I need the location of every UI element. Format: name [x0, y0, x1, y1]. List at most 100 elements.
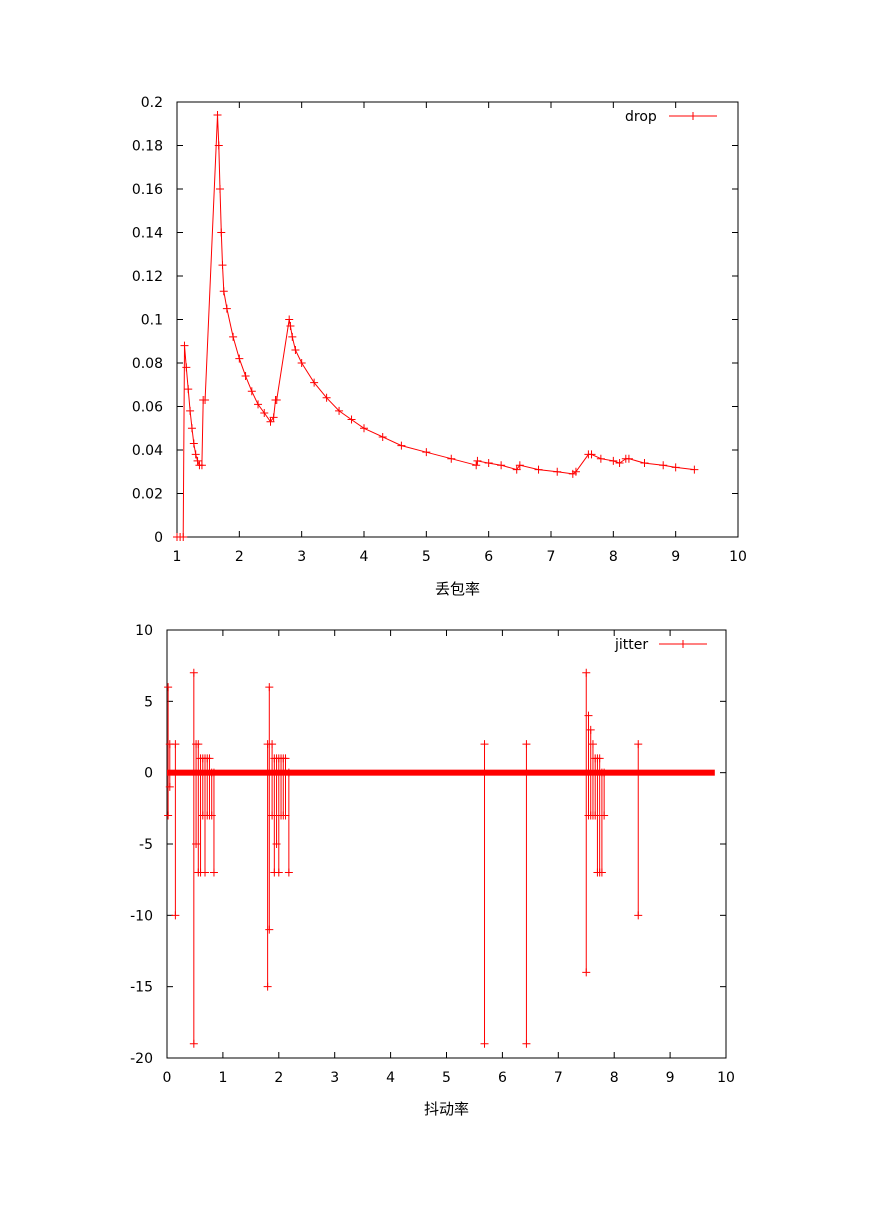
data-point — [186, 406, 195, 415]
data-point — [609, 456, 618, 465]
data-point — [266, 417, 275, 426]
x-tick-label: 0 — [163, 1070, 172, 1086]
data-point — [222, 304, 231, 313]
data-point-max — [634, 740, 643, 749]
series-jitter — [164, 668, 715, 1048]
data-point — [272, 395, 281, 404]
data-point — [187, 424, 196, 433]
legend: drop — [625, 109, 717, 125]
x-tick-label: 1 — [173, 549, 182, 565]
data-point-min — [522, 1039, 531, 1048]
data-point-min — [281, 811, 290, 820]
data-point — [193, 456, 202, 465]
data-point — [286, 322, 295, 331]
data-point — [553, 467, 562, 476]
x-tick-label: 6 — [498, 1070, 507, 1086]
jitter-baseline-band — [167, 769, 715, 776]
y-tick-label: -5 — [139, 837, 153, 853]
legend: jitter — [614, 637, 707, 653]
data-point — [690, 465, 699, 474]
x-tick-label: 3 — [330, 1070, 339, 1086]
legend-marker — [689, 112, 697, 120]
data-point-max — [281, 754, 290, 763]
data-point — [247, 387, 256, 396]
data-point-max — [586, 725, 595, 734]
data-point-max — [284, 768, 293, 777]
data-point-max — [584, 711, 593, 720]
x-tick-label: 10 — [729, 549, 747, 565]
data-point — [191, 450, 200, 459]
data-point-min — [192, 840, 201, 848]
x-tick-label: 2 — [274, 1070, 283, 1086]
x-tick-label: 8 — [610, 1070, 619, 1086]
data-point — [624, 454, 633, 463]
x-tick-label: 6 — [484, 549, 493, 565]
data-point — [216, 185, 225, 193]
series-line — [177, 115, 695, 538]
legend-marker — [679, 640, 687, 648]
data-point — [201, 395, 210, 404]
y-tick-label: 0.12 — [132, 269, 163, 285]
data-point — [335, 406, 344, 415]
data-point — [534, 465, 543, 474]
y-tick-label: 0.1 — [141, 313, 163, 329]
x-tick-label: 5 — [442, 1070, 451, 1086]
data-point — [322, 393, 331, 402]
y-tick-label: 0.08 — [132, 356, 163, 372]
data-point — [473, 456, 482, 465]
data-point — [189, 439, 198, 448]
chart-1: 0 0.02 0.04 0.06 0.08 0.1 0.12 0.14 0.16 0.18 0.2 1… — [132, 95, 747, 598]
data-point — [184, 385, 193, 394]
x-axis-label: 抖动率 — [424, 1100, 469, 1118]
plot-frame — [166, 629, 727, 1059]
data-point-min — [591, 811, 600, 820]
data-point — [291, 345, 300, 354]
data-point-max — [171, 740, 180, 749]
data-point — [288, 332, 297, 341]
data-point-min — [164, 811, 173, 820]
x-tick-label: 9 — [671, 549, 680, 565]
data-point — [347, 415, 356, 424]
data-point — [182, 363, 191, 372]
x-tick-label: 4 — [360, 549, 369, 565]
y-tick-label: -20 — [130, 1051, 153, 1067]
data-point-max — [189, 668, 198, 677]
data-point — [260, 409, 269, 418]
data-point-min — [263, 982, 272, 991]
legend-label: jitter — [614, 637, 648, 653]
y-tick-label: 0.14 — [132, 226, 163, 242]
data-point — [659, 461, 668, 470]
x-tick-label: 7 — [554, 1070, 563, 1086]
data-point-max — [480, 740, 489, 749]
y-tick-label: 0.16 — [132, 182, 163, 198]
x-tick-label: 10 — [717, 1070, 735, 1086]
x-tick-label: 3 — [297, 549, 306, 565]
y-tick-label: 0.2 — [141, 95, 163, 111]
y-tick-label: 10 — [135, 623, 153, 639]
data-point-min — [600, 811, 609, 820]
plot-frame — [176, 101, 739, 538]
data-point — [217, 228, 226, 237]
data-point — [596, 454, 605, 463]
data-point-min — [284, 868, 293, 877]
data-point — [512, 465, 521, 474]
data-point — [235, 354, 244, 363]
data-point — [219, 287, 228, 296]
data-point — [214, 141, 223, 150]
data-point-min — [201, 868, 210, 877]
data-point — [254, 400, 263, 409]
data-point — [497, 461, 506, 470]
data-point — [310, 378, 319, 387]
data-point-max — [522, 740, 531, 749]
y-tick-label: 5 — [144, 694, 153, 710]
data-point — [213, 111, 222, 120]
data-point-max — [205, 754, 214, 763]
data-point — [515, 461, 524, 470]
data-point-min — [189, 1039, 198, 1048]
data-point-max — [582, 668, 591, 677]
y-tick-label: 0.04 — [132, 443, 163, 459]
data-point-max — [588, 740, 597, 749]
data-point-max — [595, 754, 604, 763]
data-point — [269, 413, 278, 422]
